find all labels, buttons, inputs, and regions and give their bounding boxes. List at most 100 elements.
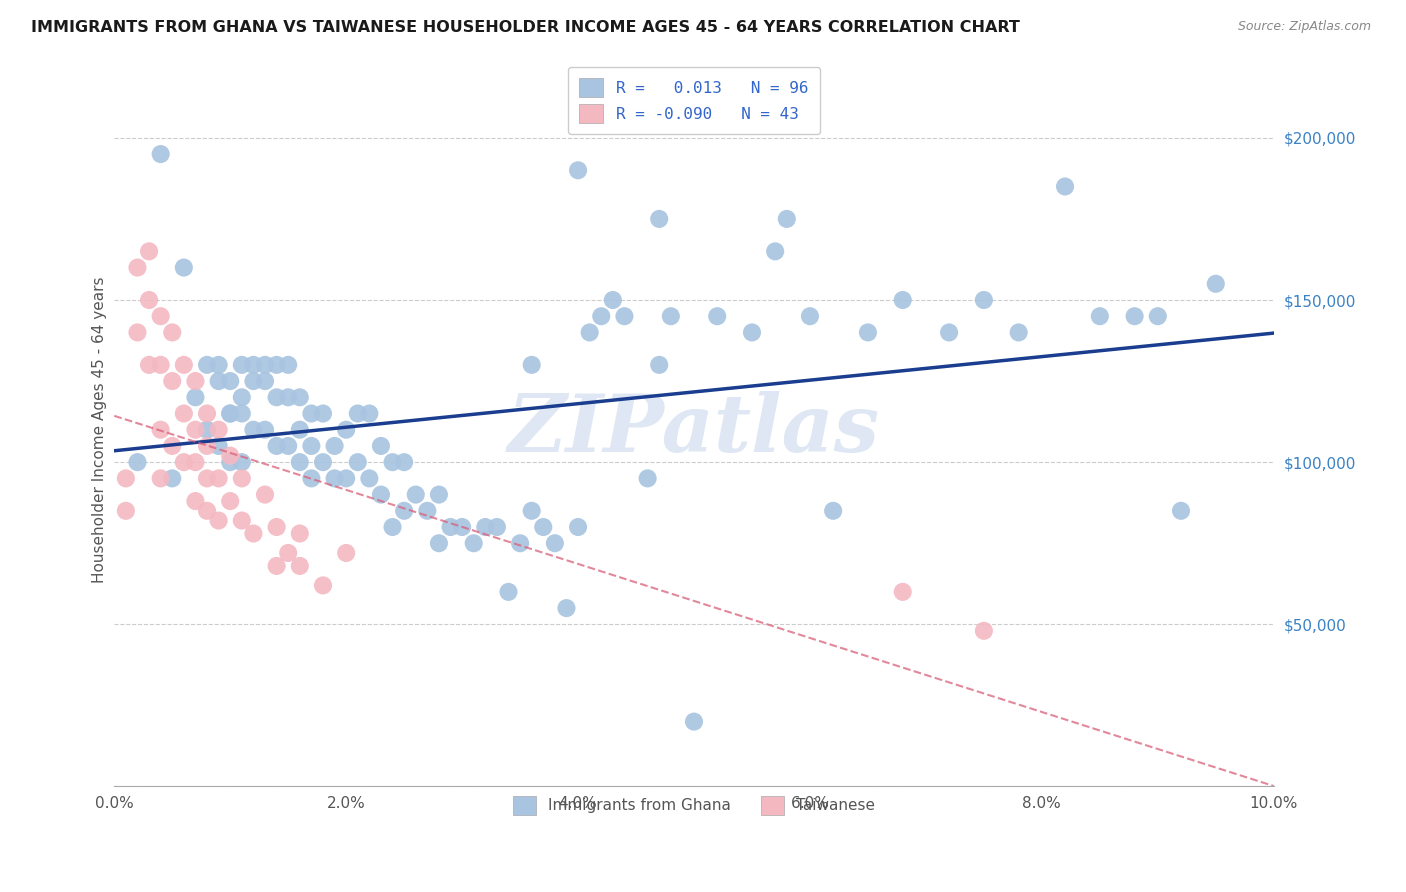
Point [149, 358, 172, 372]
Point [138, 244, 160, 259]
Point [405, 487, 427, 501]
Point [231, 407, 253, 421]
Point [288, 558, 311, 573]
Point [173, 358, 195, 372]
Point [138, 293, 160, 307]
Point [1123, 310, 1146, 324]
Point [127, 260, 149, 275]
Point [823, 504, 845, 518]
Point [335, 471, 357, 485]
Point [184, 455, 207, 469]
Point [381, 455, 404, 469]
Point [162, 326, 184, 340]
Point [266, 358, 288, 372]
Point [242, 526, 264, 541]
Point [149, 471, 172, 485]
Point [195, 504, 218, 518]
Point [891, 293, 914, 307]
Point [149, 310, 172, 324]
Point [359, 471, 381, 485]
Point [219, 374, 242, 388]
Point [288, 526, 311, 541]
Point [323, 471, 346, 485]
Point [1170, 504, 1192, 518]
Point [184, 423, 207, 437]
Point [637, 471, 659, 485]
Point [359, 407, 381, 421]
Point [231, 358, 253, 372]
Point [648, 211, 671, 226]
Text: ZIPatlas: ZIPatlas [508, 391, 880, 468]
Point [706, 310, 728, 324]
Point [763, 244, 786, 259]
Point [266, 520, 288, 534]
Point [173, 455, 195, 469]
Point [427, 487, 450, 501]
Point [219, 449, 242, 463]
Point [1205, 277, 1227, 291]
Point [288, 423, 311, 437]
Point [776, 211, 799, 226]
Point [253, 487, 276, 501]
Point [683, 714, 706, 729]
Point [127, 326, 149, 340]
Point [207, 358, 229, 372]
Point [416, 504, 439, 518]
Point [439, 520, 461, 534]
Point [555, 601, 578, 615]
Point [567, 520, 589, 534]
Point [253, 423, 276, 437]
Point [138, 358, 160, 372]
Point [242, 423, 264, 437]
Point [266, 558, 288, 573]
Point [173, 407, 195, 421]
Point [498, 585, 520, 599]
Point [312, 578, 335, 592]
Point [485, 520, 508, 534]
Point [231, 514, 253, 528]
Point [277, 546, 299, 560]
Point [520, 358, 543, 372]
Text: IMMIGRANTS FROM GHANA VS TAIWANESE HOUSEHOLDER INCOME AGES 45 - 64 YEARS CORRELA: IMMIGRANTS FROM GHANA VS TAIWANESE HOUSE… [31, 20, 1019, 35]
Point [277, 390, 299, 404]
Point [288, 390, 311, 404]
Legend: Immigrants from Ghana, Taiwanese: Immigrants from Ghana, Taiwanese [502, 785, 886, 825]
Point [346, 455, 368, 469]
Point [474, 520, 496, 534]
Point [741, 326, 763, 340]
Point [799, 310, 821, 324]
Point [509, 536, 531, 550]
Point [207, 514, 229, 528]
Point [195, 471, 218, 485]
Point [242, 358, 264, 372]
Point [162, 471, 184, 485]
Point [659, 310, 682, 324]
Point [973, 293, 995, 307]
Point [427, 536, 450, 550]
Point [392, 504, 415, 518]
Point [973, 624, 995, 638]
Y-axis label: Householder Income Ages 45 - 64 years: Householder Income Ages 45 - 64 years [93, 277, 107, 583]
Text: Source: ZipAtlas.com: Source: ZipAtlas.com [1237, 20, 1371, 33]
Point [266, 390, 288, 404]
Point [613, 310, 636, 324]
Point [335, 423, 357, 437]
Point [567, 163, 589, 178]
Point [195, 423, 218, 437]
Point [162, 439, 184, 453]
Point [195, 407, 218, 421]
Point [392, 455, 415, 469]
Point [277, 358, 299, 372]
Point [1146, 310, 1168, 324]
Point [463, 536, 485, 550]
Point [184, 390, 207, 404]
Point [1054, 179, 1077, 194]
Point [277, 439, 299, 453]
Point [253, 374, 276, 388]
Point [648, 358, 671, 372]
Point [115, 471, 138, 485]
Point [381, 520, 404, 534]
Point [299, 471, 322, 485]
Point [207, 439, 229, 453]
Point [938, 326, 960, 340]
